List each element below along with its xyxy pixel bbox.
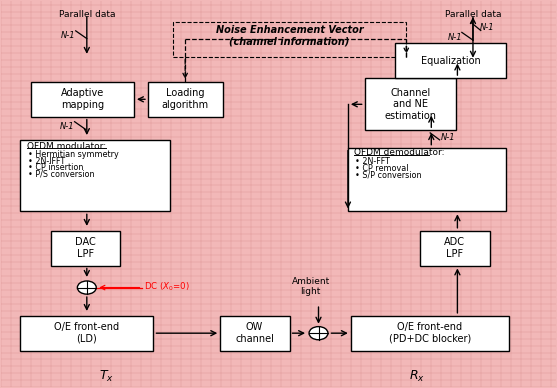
Text: Adaptive
mapping: Adaptive mapping <box>61 88 104 110</box>
FancyBboxPatch shape <box>20 140 170 211</box>
FancyBboxPatch shape <box>351 316 509 351</box>
FancyBboxPatch shape <box>31 82 134 117</box>
Circle shape <box>77 281 96 294</box>
Text: Parallel data: Parallel data <box>58 10 115 19</box>
FancyBboxPatch shape <box>395 43 506 78</box>
Text: OFDM demodulator:: OFDM demodulator: <box>354 148 444 157</box>
FancyBboxPatch shape <box>348 147 506 211</box>
FancyBboxPatch shape <box>220 316 290 351</box>
Text: Loading
algorithm: Loading algorithm <box>162 88 209 110</box>
Text: N-1: N-1 <box>441 133 456 142</box>
Text: • S/P conversion: • S/P conversion <box>355 171 422 180</box>
Circle shape <box>309 327 328 340</box>
Text: • 2N-FFT: • 2N-FFT <box>355 158 390 166</box>
Text: • CP removal: • CP removal <box>355 165 409 173</box>
FancyBboxPatch shape <box>20 316 154 351</box>
FancyBboxPatch shape <box>148 82 223 117</box>
Text: N-1: N-1 <box>480 23 495 32</box>
Text: DC ($X_0$=0): DC ($X_0$=0) <box>144 281 190 293</box>
Text: ADC
LPF: ADC LPF <box>444 237 465 259</box>
Text: • Hermitian symmetry: • Hermitian symmetry <box>28 150 119 159</box>
Text: Parallel data: Parallel data <box>444 10 501 19</box>
Text: Channel
and NE
estimation: Channel and NE estimation <box>384 88 436 121</box>
Text: • P/S conversion: • P/S conversion <box>28 170 95 179</box>
Text: O/E front-end
(PD+DC blocker): O/E front-end (PD+DC blocker) <box>388 322 471 344</box>
Text: N-1: N-1 <box>447 33 462 42</box>
Text: N-1: N-1 <box>61 31 76 40</box>
Text: • 2N-IFFT: • 2N-IFFT <box>28 157 66 166</box>
Text: Ambient
light: Ambient light <box>292 277 330 296</box>
Text: Equalization: Equalization <box>421 55 481 66</box>
FancyBboxPatch shape <box>420 231 490 265</box>
FancyBboxPatch shape <box>365 78 456 130</box>
FancyBboxPatch shape <box>51 231 120 265</box>
Text: OW
channel: OW channel <box>235 322 274 344</box>
Text: $R_x$: $R_x$ <box>409 369 426 384</box>
Text: OFDM modulator:: OFDM modulator: <box>27 142 106 151</box>
Text: Noise Enhancement Vector
(channel information): Noise Enhancement Vector (channel inform… <box>216 25 363 46</box>
Text: N-1: N-1 <box>60 122 75 131</box>
Text: $T_x$: $T_x$ <box>99 369 114 384</box>
Text: O/E front-end
(LD): O/E front-end (LD) <box>54 322 119 344</box>
Text: DAC
LPF: DAC LPF <box>75 237 95 259</box>
Text: • CP insertion: • CP insertion <box>28 163 84 172</box>
